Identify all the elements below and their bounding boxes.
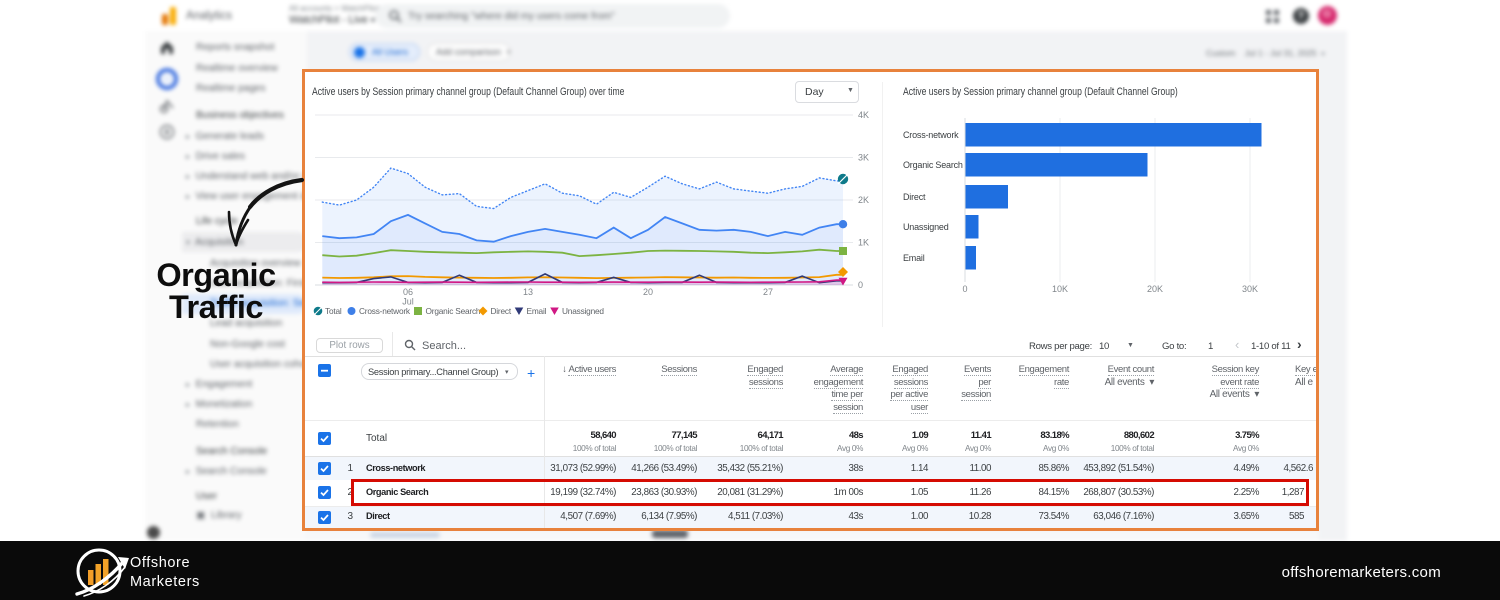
svg-text:Organic Search: Organic Search — [426, 306, 481, 316]
svg-text:Organic Search: Organic Search — [903, 160, 963, 170]
svg-text:Cross-network: Cross-network — [359, 306, 411, 316]
svg-text:Cross-network: Cross-network — [903, 130, 959, 140]
svg-text:0: 0 — [962, 284, 967, 294]
svg-text:Unassigned: Unassigned — [562, 306, 604, 316]
svg-text:Email: Email — [903, 253, 925, 263]
svg-text:Direct: Direct — [491, 306, 512, 316]
svg-text:Direct: Direct — [903, 192, 926, 202]
svg-text:Email: Email — [527, 306, 547, 316]
svg-text:10K: 10K — [1052, 284, 1068, 294]
svg-text:13: 13 — [523, 287, 533, 297]
svg-text:1K: 1K — [858, 238, 869, 248]
svg-text:27: 27 — [763, 287, 773, 297]
svg-text:06: 06 — [403, 287, 413, 297]
svg-text:Unassigned: Unassigned — [903, 222, 949, 232]
svg-text:4K: 4K — [858, 110, 869, 120]
svg-text:Jul: Jul — [402, 297, 414, 307]
svg-text:20K: 20K — [1147, 284, 1163, 294]
svg-text:20: 20 — [643, 287, 653, 297]
svg-text:2K: 2K — [858, 195, 869, 205]
svg-text:Total: Total — [325, 306, 342, 316]
svg-text:30K: 30K — [1242, 284, 1258, 294]
svg-text:3K: 3K — [858, 153, 869, 163]
svg-text:0: 0 — [858, 280, 863, 290]
